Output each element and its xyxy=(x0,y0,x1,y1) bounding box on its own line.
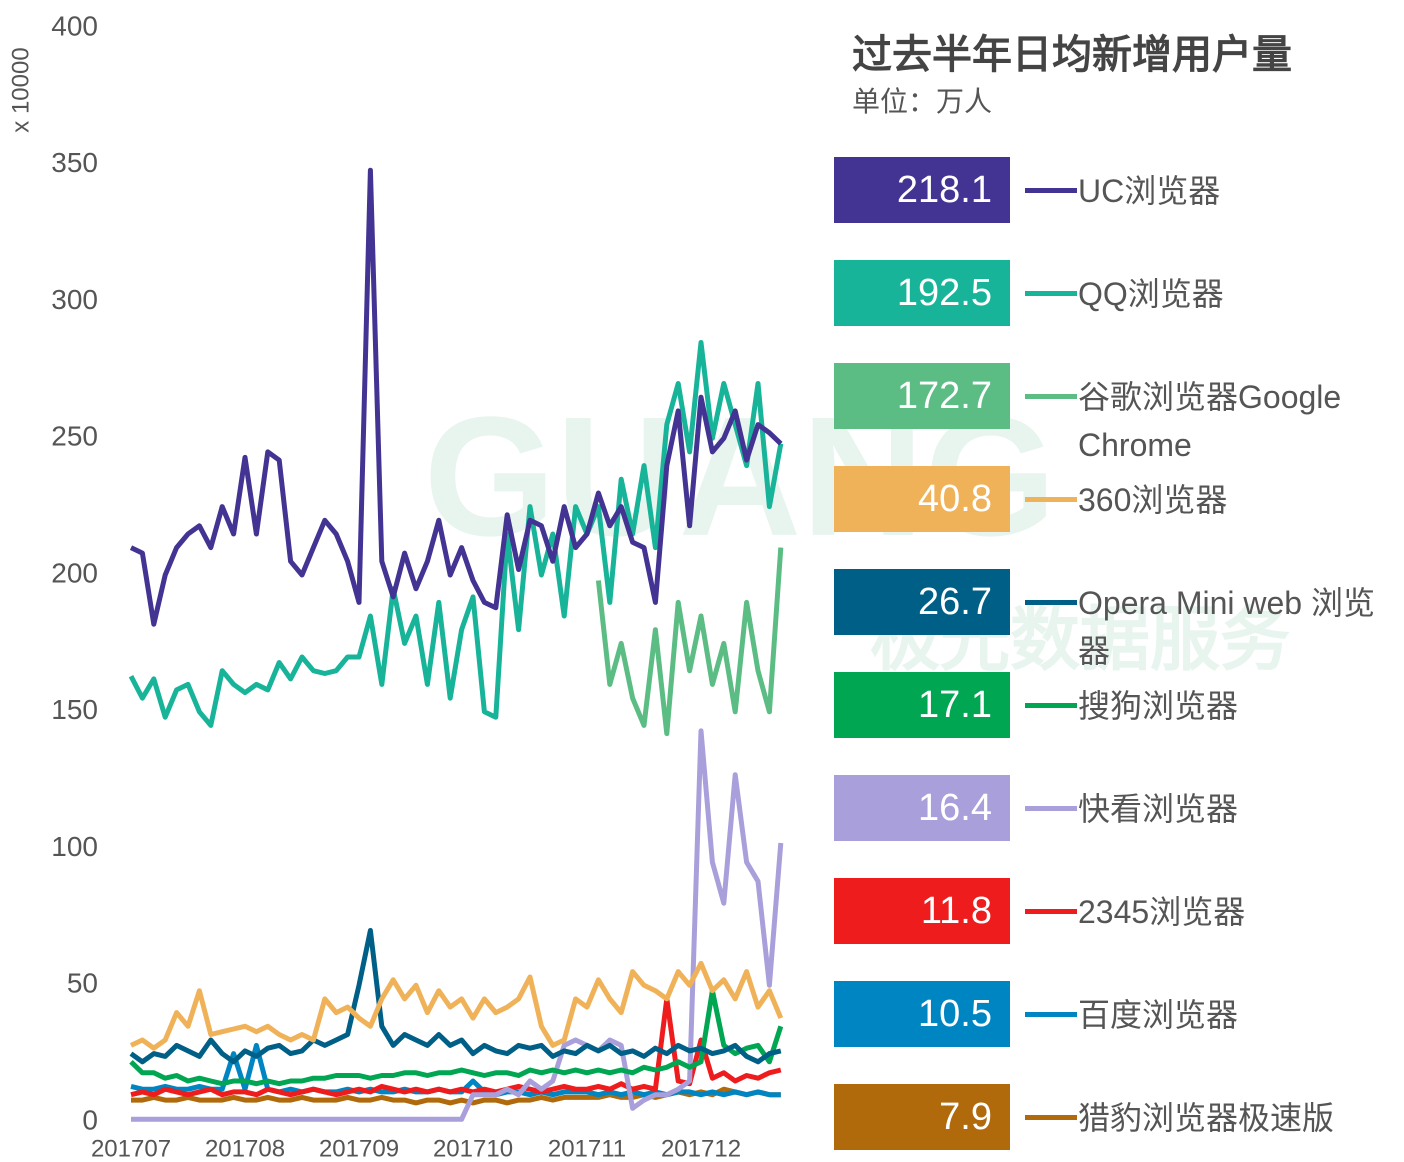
legend-line xyxy=(1025,1115,1077,1120)
legend-label: 搜狗浏览器 xyxy=(1078,688,1239,724)
legend-value: 26.7 xyxy=(834,569,1010,635)
series-line xyxy=(128,340,784,728)
legend-line xyxy=(1025,188,1077,193)
legend-label: 2345浏览器 xyxy=(1078,894,1246,930)
legend-value: 11.8 xyxy=(834,878,1010,944)
x-tick-label: 201710 xyxy=(433,1135,513,1162)
y-tick-label: 100 xyxy=(51,831,98,862)
y-tick-label: 50 xyxy=(67,968,98,999)
legend-value: 10.5 xyxy=(834,981,1010,1047)
series-line xyxy=(129,988,784,1087)
y-tick-label: 150 xyxy=(51,694,98,725)
legend-line xyxy=(1025,909,1077,914)
legend-value: 7.9 xyxy=(834,1084,1010,1150)
series-line xyxy=(131,728,784,1122)
legend-line xyxy=(1025,703,1077,708)
x-tick-label: 201708 xyxy=(205,1135,285,1162)
legend-line xyxy=(1025,291,1077,296)
legend-value: 40.8 xyxy=(834,466,1010,532)
series-line xyxy=(129,928,782,1065)
y-tick-label: 0 xyxy=(82,1104,98,1135)
legend-label: 百度浏览器 xyxy=(1078,997,1239,1033)
y-tick-label: 250 xyxy=(51,421,98,452)
legend-value: 16.4 xyxy=(834,775,1010,841)
legend-label: 猎豹浏览器极速版 xyxy=(1078,1100,1335,1136)
y-tick-label: 400 xyxy=(51,10,98,41)
x-tick-label: 201712 xyxy=(661,1135,741,1162)
legend-line xyxy=(1025,806,1077,811)
y-tick-label: 200 xyxy=(51,557,98,588)
legend-value: 192.5 xyxy=(834,260,1010,326)
legend-label: QQ浏览器 xyxy=(1078,276,1224,312)
legend-value: 17.1 xyxy=(834,672,1010,738)
legend-line xyxy=(1025,497,1077,502)
legend-line xyxy=(1025,394,1077,399)
series-line xyxy=(129,167,783,627)
series-line xyxy=(129,960,784,1051)
legend-label: 快看浏览器 xyxy=(1078,791,1239,827)
legend-label: UC浏览器 xyxy=(1078,173,1221,209)
y-tick-label: 300 xyxy=(51,284,98,315)
series-line xyxy=(130,996,782,1098)
legend-label: 谷歌浏览器Google Chrome xyxy=(1078,379,1342,463)
x-tick-label: 201711 xyxy=(548,1135,626,1162)
legend-line xyxy=(1025,600,1077,605)
title: 过去半年日均新增用户量 xyxy=(852,33,1292,77)
legend-label: Opera Mini web 浏览器 xyxy=(1078,585,1375,669)
legend-value: 172.7 xyxy=(834,363,1010,429)
legend-value: 218.1 xyxy=(834,157,1010,223)
legend-line xyxy=(1025,1012,1077,1017)
legend-label: 360浏览器 xyxy=(1078,482,1228,518)
series-line xyxy=(595,547,784,737)
y-tick-label: 350 xyxy=(51,147,98,178)
y-axis-label: x 10000 xyxy=(7,47,34,132)
x-tick-label: 201709 xyxy=(319,1135,399,1162)
x-tick-label: 201707 xyxy=(91,1135,171,1162)
subtitle: 单位：万人 xyxy=(852,86,993,117)
